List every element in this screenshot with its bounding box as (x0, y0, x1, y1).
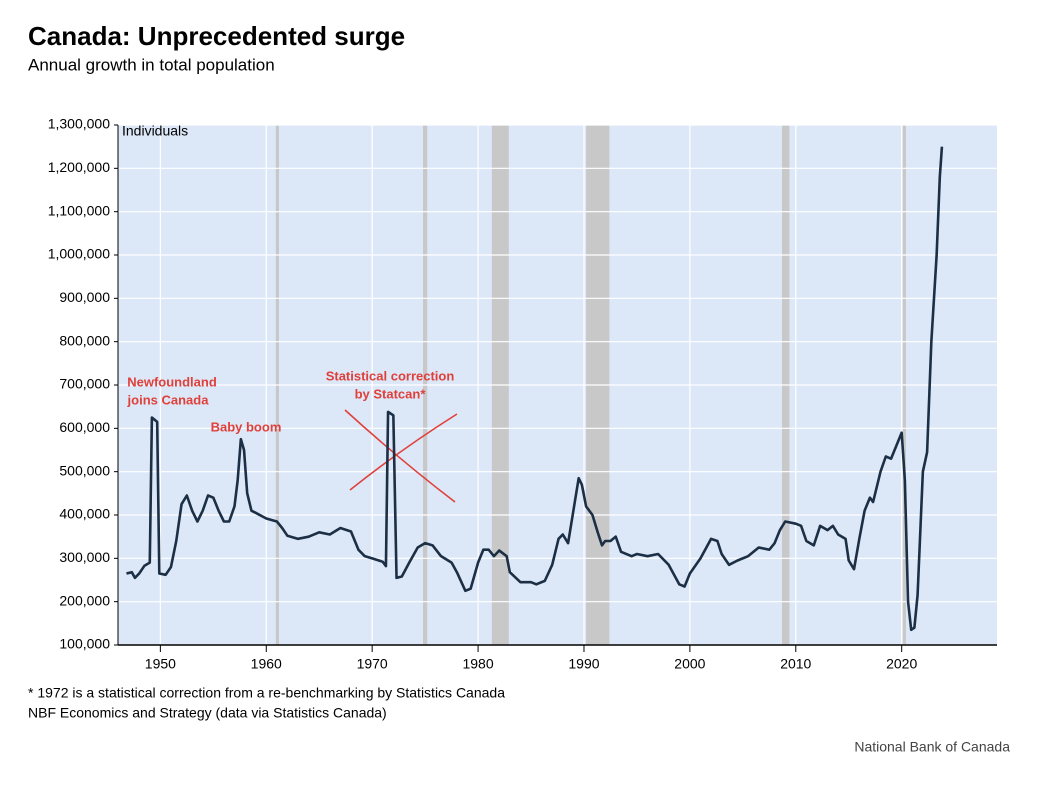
x-tick-label: 2020 (886, 656, 917, 672)
x-tick-label: 1960 (251, 656, 282, 672)
y-tick-label: 800,000 (59, 332, 110, 348)
y-tick-label: 700,000 (59, 376, 110, 392)
y-tick-label: 1,300,000 (48, 116, 110, 132)
chart-subtitle: Annual growth in total population (28, 55, 275, 74)
footnote: NBF Economics and Strategy (data via Sta… (28, 705, 387, 721)
y-tick-label: 1,100,000 (48, 202, 110, 218)
y-tick-label: 900,000 (59, 289, 110, 305)
y-tick-label: 100,000 (59, 636, 110, 652)
y-tick-label: 600,000 (59, 419, 110, 435)
annotation: joins Canada (127, 392, 210, 407)
x-tick-label: 1990 (568, 656, 599, 672)
footnote: * 1972 is a statistical correction from … (28, 685, 505, 701)
source: National Bank of Canada (854, 739, 1010, 755)
data-line (126, 146, 944, 632)
cross-mark (349, 413, 458, 491)
y-tick-label: 1,000,000 (48, 246, 110, 262)
y-tick-label: 400,000 (59, 506, 110, 522)
annotation: Baby boom (211, 419, 282, 434)
y-tick-label: 200,000 (59, 592, 110, 608)
y-tick-label: 300,000 (59, 549, 110, 565)
annotation: Newfoundland (127, 374, 217, 389)
chart-title: Canada: Unprecedented surge (28, 21, 405, 51)
y-tick-label: 1,200,000 (48, 159, 110, 175)
x-tick-label: 1950 (145, 656, 176, 672)
x-tick-label: 1970 (357, 656, 388, 672)
annotation: by Statcan* (355, 386, 427, 401)
x-tick-label: 2000 (674, 656, 705, 672)
x-tick-label: 2010 (780, 656, 811, 672)
x-tick-label: 1980 (462, 656, 493, 672)
cross-mark (344, 409, 456, 503)
y-tick-label: 500,000 (59, 462, 110, 478)
annotation: Statistical correction (326, 368, 455, 383)
axis-label: Individuals (122, 123, 188, 139)
plot-area (118, 124, 997, 646)
